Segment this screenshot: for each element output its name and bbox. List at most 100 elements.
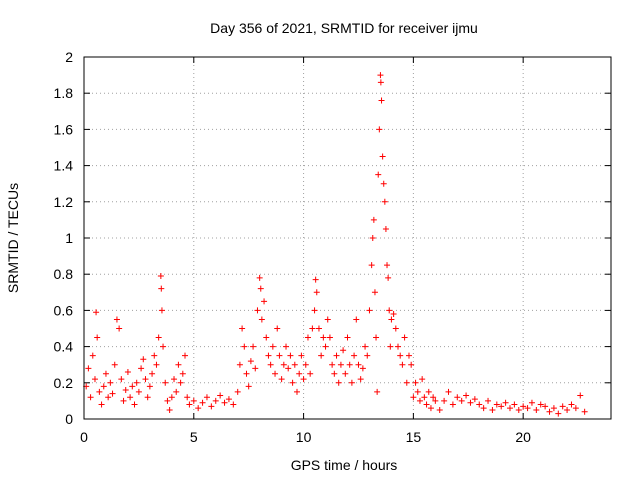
- data-point: [146, 383, 153, 390]
- data-point: [280, 361, 287, 368]
- data-point: [425, 388, 432, 395]
- data-point: [149, 370, 156, 377]
- data-point: [124, 368, 131, 375]
- data-point: [162, 379, 169, 386]
- data-point: [309, 325, 316, 332]
- data-point: [373, 334, 380, 341]
- data-point: [96, 388, 103, 395]
- data-point: [135, 388, 142, 395]
- data-point: [173, 388, 180, 395]
- data-point: [423, 401, 430, 408]
- data-point: [489, 406, 496, 413]
- data-point: [144, 394, 151, 401]
- data-point: [353, 316, 360, 323]
- data-point: [179, 370, 186, 377]
- data-point: [265, 352, 272, 359]
- data-point: [250, 343, 257, 350]
- data-point: [261, 298, 268, 305]
- data-point: [109, 390, 116, 397]
- data-point: [377, 72, 384, 79]
- data-point: [111, 361, 118, 368]
- data-point: [399, 361, 406, 368]
- data-point: [287, 352, 294, 359]
- y-tick-label: 0.4: [54, 339, 74, 355]
- data-point: [158, 307, 165, 314]
- data-point: [157, 273, 164, 280]
- data-point: [263, 334, 270, 341]
- data-point: [564, 406, 571, 413]
- data-point: [568, 401, 575, 408]
- data-point: [100, 383, 107, 390]
- data-point: [258, 316, 265, 323]
- data-point: [93, 309, 100, 316]
- data-point: [419, 376, 426, 383]
- data-point: [346, 361, 353, 368]
- data-point: [581, 408, 588, 415]
- data-point: [366, 307, 373, 314]
- y-tick-label: 0.8: [54, 266, 74, 282]
- data-point: [410, 394, 417, 401]
- data-point: [405, 352, 412, 359]
- data-point: [379, 153, 386, 160]
- data-point: [155, 334, 162, 341]
- data-point: [485, 397, 492, 404]
- data-point: [359, 365, 366, 372]
- data-point: [381, 198, 388, 205]
- data-point: [203, 394, 210, 401]
- data-point: [285, 365, 292, 372]
- data-point: [87, 394, 94, 401]
- data-point: [387, 343, 394, 350]
- data-point: [384, 262, 391, 269]
- plot-frame: [83, 56, 612, 420]
- data-point: [315, 325, 322, 332]
- data-point: [304, 334, 311, 341]
- data-point: [212, 397, 219, 404]
- data-point: [236, 361, 243, 368]
- data-point: [480, 405, 487, 412]
- data-point: [186, 401, 193, 408]
- data-point: [98, 401, 105, 408]
- data-point: [312, 276, 319, 283]
- data-point: [368, 262, 375, 269]
- x-tick-label: 5: [190, 429, 198, 445]
- data-point: [171, 376, 178, 383]
- data-point: [85, 365, 92, 372]
- data-point: [199, 399, 206, 406]
- data-point: [555, 410, 562, 417]
- data-point: [298, 352, 305, 359]
- data-point: [533, 406, 540, 413]
- data-point: [528, 399, 535, 406]
- data-point: [184, 394, 191, 401]
- data-point: [208, 403, 215, 410]
- data-point: [234, 388, 241, 395]
- data-point: [403, 379, 410, 386]
- data-point: [89, 352, 96, 359]
- data-point: [257, 285, 264, 292]
- data-point: [441, 397, 448, 404]
- x-tick-label: 10: [296, 429, 312, 445]
- data-point: [577, 392, 584, 399]
- x-tick-label: 20: [515, 429, 531, 445]
- data-point: [182, 352, 189, 359]
- data-point: [427, 405, 434, 412]
- data-point: [542, 403, 549, 410]
- data-point: [421, 394, 428, 401]
- data-point: [329, 361, 336, 368]
- data-point: [326, 334, 333, 341]
- data-point: [116, 325, 123, 332]
- data-point: [177, 379, 184, 386]
- data-point: [278, 376, 285, 383]
- data-point: [293, 388, 300, 395]
- y-tick-label: 1.2: [54, 194, 74, 210]
- y-tick-label: 0: [65, 411, 73, 427]
- data-point: [217, 392, 224, 399]
- data-point: [392, 325, 399, 332]
- data-point: [252, 365, 259, 372]
- data-point: [311, 307, 318, 314]
- data-point: [283, 343, 290, 350]
- data-point: [412, 379, 419, 386]
- data-point: [102, 370, 109, 377]
- data-point: [388, 316, 395, 323]
- data-point: [190, 397, 197, 404]
- data-point: [506, 405, 513, 412]
